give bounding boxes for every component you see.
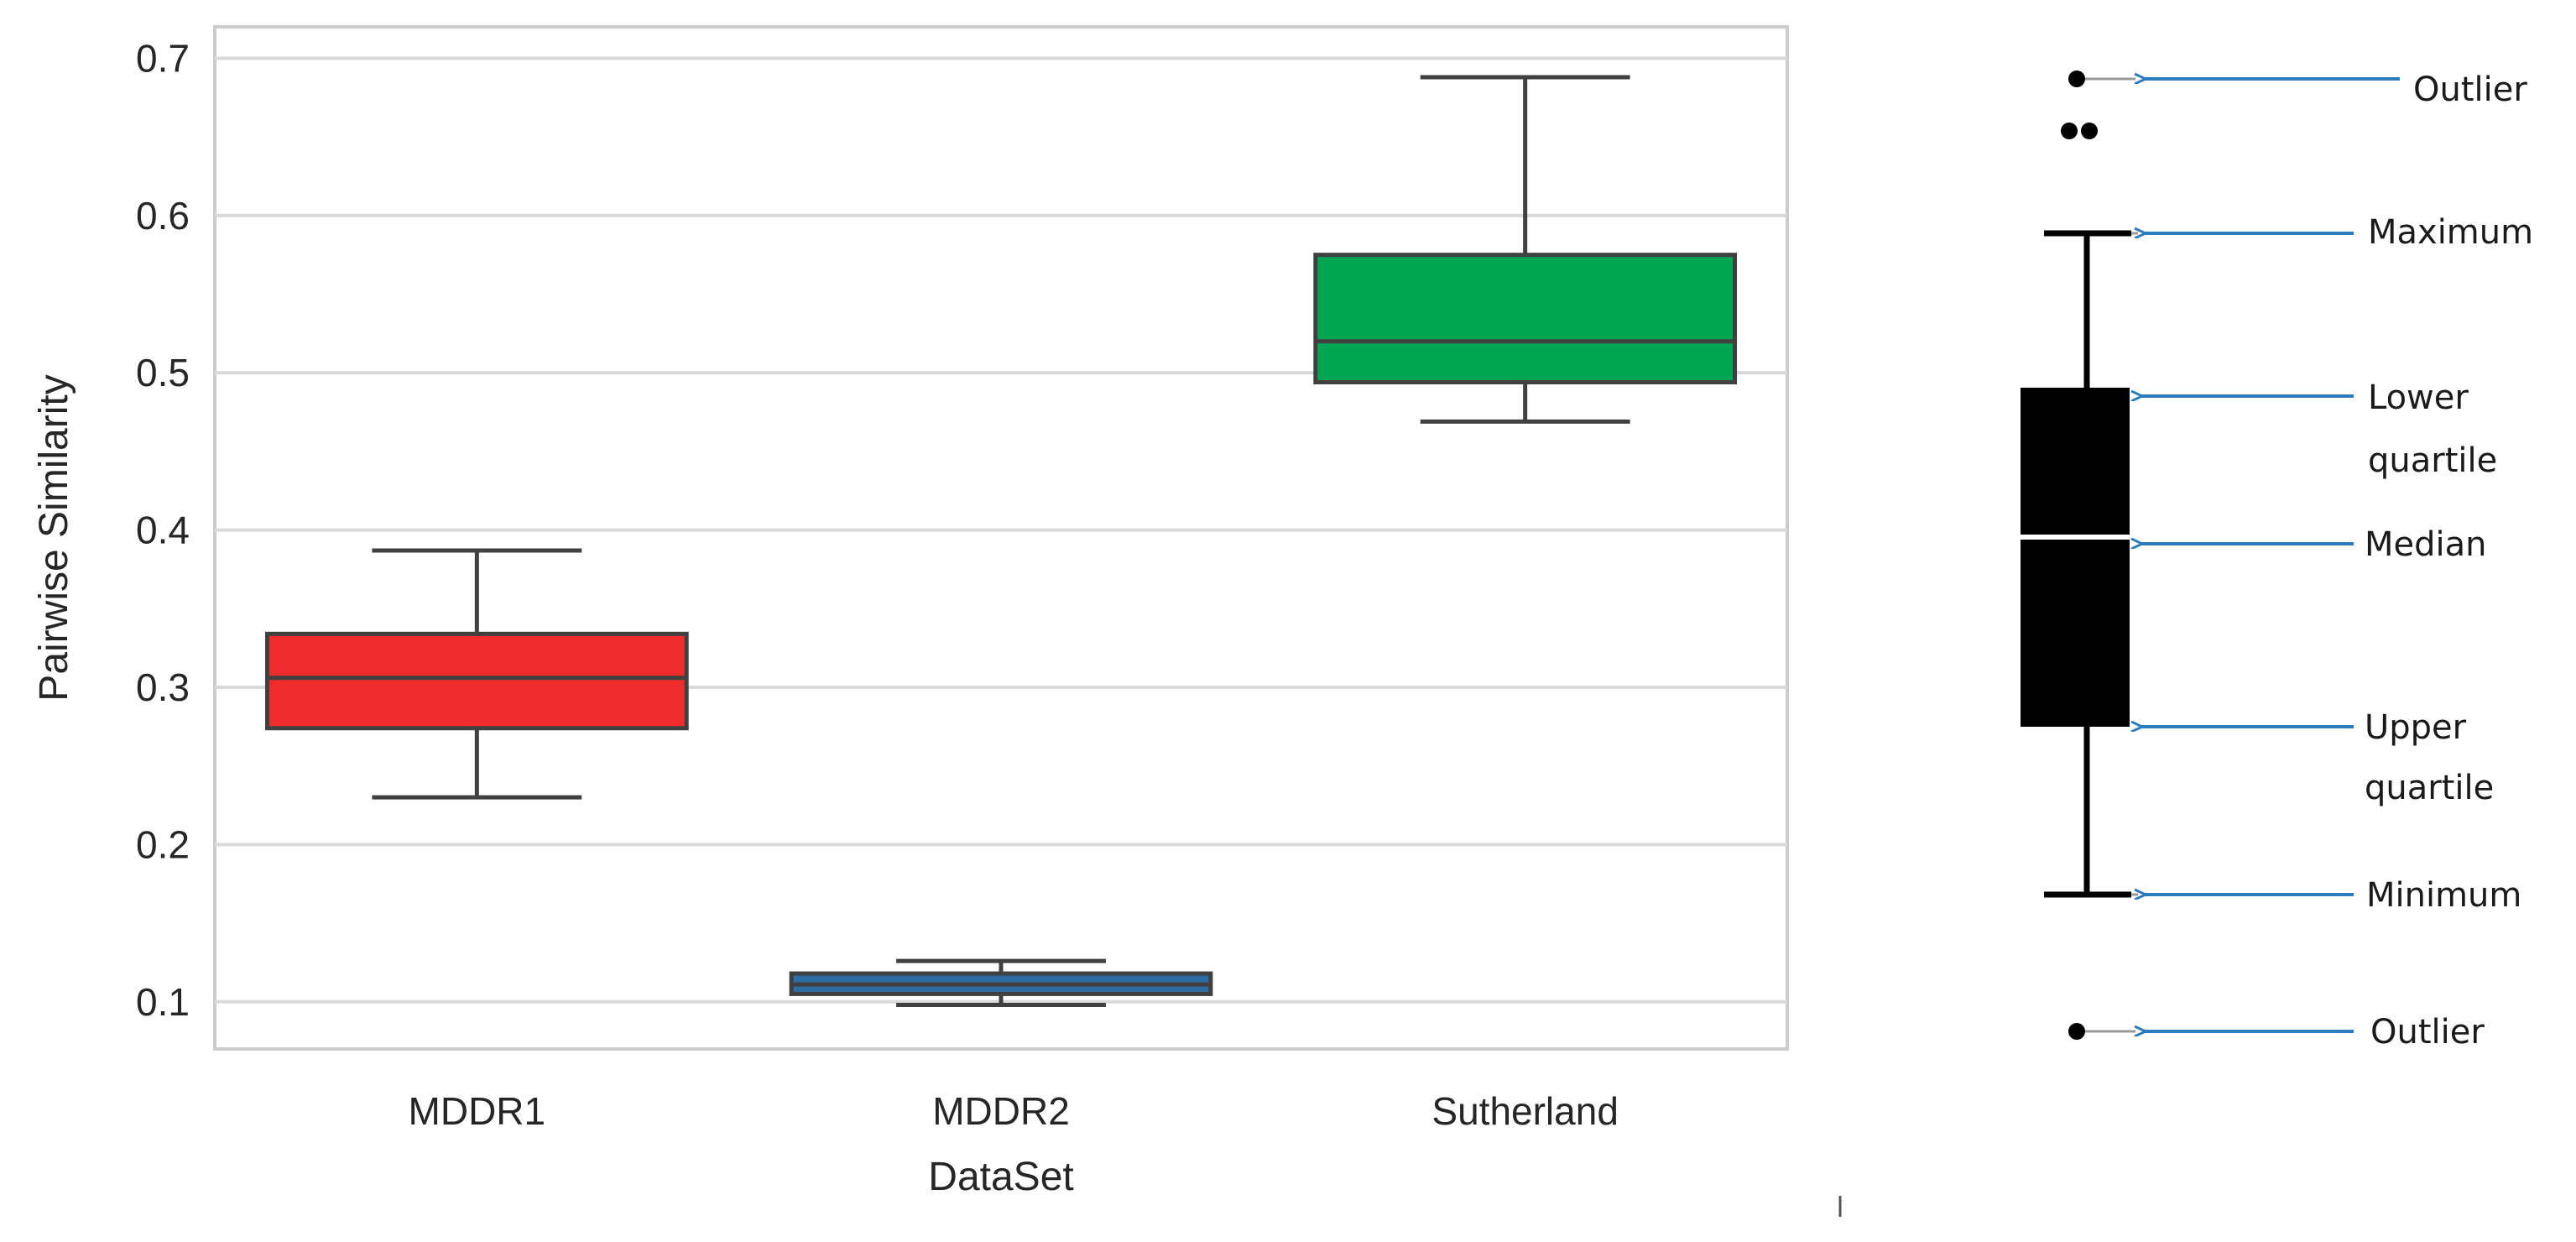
legend-outlier-dot (2068, 1023, 2085, 1040)
y-axis-label: Pairwise Similarity (32, 374, 76, 701)
legend-outlier-dot (2068, 70, 2085, 87)
legend-outlier-dot (2061, 123, 2078, 139)
x-axis-label: DataSet (928, 1155, 1073, 1199)
x-tick-label: MDDR2 (932, 1089, 1070, 1133)
label-median: Median (2365, 525, 2487, 564)
label-minimum: Minimum (2366, 876, 2521, 915)
box-mddr1 (264, 548, 689, 800)
y-tick-label: 0.3 (136, 665, 190, 709)
y-tick-label: 0.5 (136, 351, 190, 394)
y-tick-label: 0.1 (136, 980, 190, 1024)
label-outlier-bottom: Outlier (2370, 1013, 2485, 1052)
y-tick-label: 0.7 (136, 36, 190, 80)
x-tick-labels: MDDR1 MDDR2 Sutherland (409, 1089, 1619, 1133)
label-maximum: Maximum (2368, 213, 2533, 252)
iqr-box (264, 631, 689, 731)
boxes (264, 75, 1738, 1008)
label-lower-quartile-line2: quartile (2368, 441, 2497, 480)
label-lower-quartile-line1: Lower (2368, 378, 2469, 417)
x-tick-label: MDDR1 (409, 1089, 546, 1133)
label-upper-quartile-line2: quartile (2365, 769, 2494, 807)
box-sutherland (1313, 75, 1738, 424)
x-tick-label: Sutherland (1431, 1089, 1619, 1133)
legend-outlier-dot (2081, 123, 2098, 139)
y-tick-label: 0.2 (136, 822, 190, 866)
boxplot-legend-diagram: Outlier Maximum Lower quartile Median Up… (2021, 70, 2533, 1052)
legend-box (2021, 388, 2130, 727)
box-mddr2 (789, 958, 1213, 1008)
boxplot-chart: 0.1 0.2 0.3 0.4 0.5 0.6 0.7 MDDR1 MDDR2 Sutherla… (32, 25, 1789, 1199)
iqr-box (1313, 253, 1738, 384)
y-tick-labels: 0.1 0.2 0.3 0.4 0.5 0.6 0.7 (136, 36, 190, 1023)
y-tick-label: 0.6 (136, 194, 190, 237)
label-upper-quartile-line1: Upper (2365, 708, 2467, 747)
plot-frame (213, 25, 1789, 1051)
label-outlier-top: Outlier (2413, 70, 2527, 109)
y-tick-label: 0.4 (136, 509, 190, 552)
